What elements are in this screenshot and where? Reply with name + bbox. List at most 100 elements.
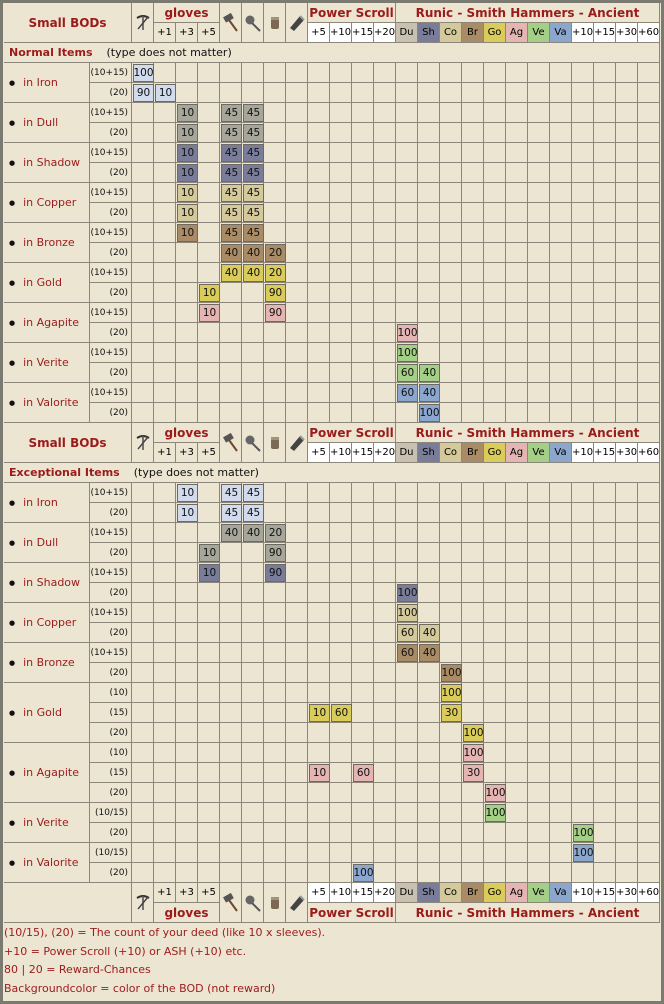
deed-count-text: (20) xyxy=(109,407,128,418)
exceptional-material-1: ● in Dull xyxy=(4,523,90,563)
empty-cell xyxy=(286,143,308,163)
reward-chance-cell: 10 xyxy=(199,304,220,322)
empty-cell xyxy=(572,603,594,623)
deed-count-label: (20) xyxy=(90,243,132,263)
empty-cell xyxy=(308,343,330,363)
empty-cell xyxy=(308,803,330,823)
runic-col-2: Co xyxy=(440,443,462,463)
empty-cell xyxy=(462,243,484,263)
reward-chance-value: 45 xyxy=(246,147,261,159)
bullet-icon: ● xyxy=(9,238,16,247)
runic-col-label: Co xyxy=(443,27,458,38)
empty-cell xyxy=(528,623,550,643)
runic-footer-col-9: +15 xyxy=(594,883,616,903)
empty-cell xyxy=(462,223,484,243)
ps-col-label: +15 xyxy=(351,887,374,898)
empty-cell xyxy=(242,723,264,743)
reward-chance-value: 45 xyxy=(224,167,239,179)
empty-cell xyxy=(550,703,572,723)
empty-cell xyxy=(594,503,616,523)
reward-chance-cell: 10 xyxy=(177,164,198,182)
reward-chance-value: 100 xyxy=(419,407,440,419)
deed-count-text: (20) xyxy=(109,667,128,678)
empty-cell xyxy=(572,863,594,883)
empty-cell xyxy=(176,783,198,803)
reward-chance-cell: 45 xyxy=(221,484,242,502)
empty-cell xyxy=(286,383,308,403)
empty-cell xyxy=(616,63,638,83)
empty-cell xyxy=(176,343,198,363)
empty-cell xyxy=(506,503,528,523)
empty-cell xyxy=(462,303,484,323)
gloves-footer-col-2: +5 xyxy=(198,883,220,903)
empty-cell xyxy=(572,403,594,423)
empty-cell xyxy=(528,803,550,823)
reward-chance-value: 60 xyxy=(400,367,415,379)
empty-cell xyxy=(132,183,154,203)
empty-cell xyxy=(616,103,638,123)
empty-cell xyxy=(440,143,462,163)
runic-col-label: Br xyxy=(467,447,478,458)
empty-cell xyxy=(572,363,594,383)
empty-cell xyxy=(528,843,550,863)
empty-cell xyxy=(418,743,440,763)
empty-cell xyxy=(374,123,396,143)
deed-count-label: (20) xyxy=(90,783,132,803)
empty-cell xyxy=(572,743,594,763)
reward-chance-cell: 100 xyxy=(441,684,462,702)
gloves-col-label: +3 xyxy=(179,887,194,898)
empty-cell xyxy=(176,83,198,103)
reward-chance-cell: 45 xyxy=(243,184,264,202)
empty-cell xyxy=(440,503,462,523)
empty-cell xyxy=(264,123,286,143)
reward-chance-value: 60 xyxy=(400,647,415,659)
empty-cell xyxy=(308,863,330,883)
empty-cell xyxy=(550,603,572,623)
bullet-icon: ● xyxy=(9,708,16,717)
empty-cell xyxy=(330,123,352,143)
runic-col-11: +60 xyxy=(638,443,660,463)
empty-cell xyxy=(418,803,440,823)
empty-cell xyxy=(638,703,660,723)
empty-cell xyxy=(308,483,330,503)
empty-cell xyxy=(594,863,616,883)
reward-chance-value: 45 xyxy=(246,207,261,219)
empty-cell xyxy=(638,803,660,823)
reward-chance-cell: 10 xyxy=(199,564,220,582)
bottom-title-blank xyxy=(4,883,132,923)
empty-cell xyxy=(286,703,308,723)
reward-chance-cell: 40 xyxy=(243,244,264,262)
empty-cell xyxy=(176,563,198,583)
reward-chance-cell: 100 xyxy=(419,404,440,422)
empty-cell xyxy=(308,123,330,143)
empty-cell xyxy=(308,243,330,263)
empty-cell xyxy=(396,143,418,163)
empty-cell xyxy=(616,403,638,423)
empty-cell xyxy=(396,523,418,543)
empty-cell xyxy=(594,483,616,503)
reward-chance-cell: 40 xyxy=(419,364,440,382)
reward-chance-cell: 10 xyxy=(177,484,198,502)
empty-cell xyxy=(264,343,286,363)
empty-cell xyxy=(572,223,594,243)
reward-chance-value: 45 xyxy=(224,227,239,239)
empty-cell xyxy=(638,863,660,883)
empty-cell xyxy=(330,303,352,323)
reward-chance-value: 100 xyxy=(133,67,154,79)
empty-cell xyxy=(308,163,330,183)
empty-cell xyxy=(154,323,176,343)
empty-cell xyxy=(572,343,594,363)
reward-chance-value: 90 xyxy=(268,567,283,579)
runic-col-4: Go xyxy=(484,443,506,463)
empty-cell xyxy=(264,603,286,623)
empty-cell xyxy=(286,323,308,343)
exceptional-note-text: (type does not matter) xyxy=(133,466,259,479)
deed-count-label: (10+15) xyxy=(90,183,132,203)
empty-cell xyxy=(462,103,484,123)
deed-count-label: (20) xyxy=(90,283,132,303)
empty-cell xyxy=(308,563,330,583)
empty-cell xyxy=(242,283,264,303)
empty-cell xyxy=(572,323,594,343)
empty-cell xyxy=(550,503,572,523)
reward-chance-value: 10 xyxy=(312,767,327,779)
